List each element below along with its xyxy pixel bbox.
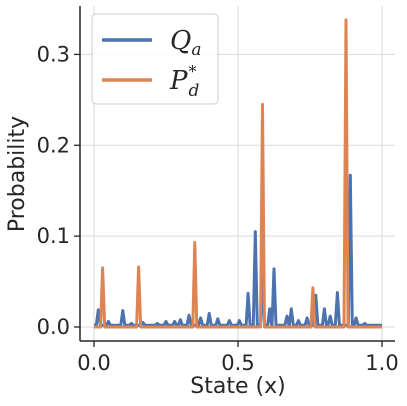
y-tick-label: 0.0 (37, 315, 70, 339)
legend-label-qa: Qa (170, 26, 201, 60)
x-axis-label: State (x) (190, 374, 285, 399)
x-tick-label: 1.0 (365, 351, 398, 375)
y-tick-label: 0.3 (37, 42, 70, 66)
tick-labels: 0.0 0.5 1.0 0.0 0.1 0.2 0.3 (37, 42, 399, 375)
y-tick-label: 0.1 (37, 224, 70, 248)
x-tick-label: 0.0 (77, 351, 110, 375)
y-tick-label: 0.2 (37, 133, 70, 157)
legend-label-pd: P* d (169, 62, 200, 101)
y-axis-label: Probability (5, 116, 30, 232)
series-line-qa (94, 173, 382, 327)
series-line-pd (94, 18, 382, 329)
plot-series (94, 18, 382, 329)
legend: Qa P* d (91, 13, 219, 105)
x-tick-label: 0.5 (221, 351, 254, 375)
